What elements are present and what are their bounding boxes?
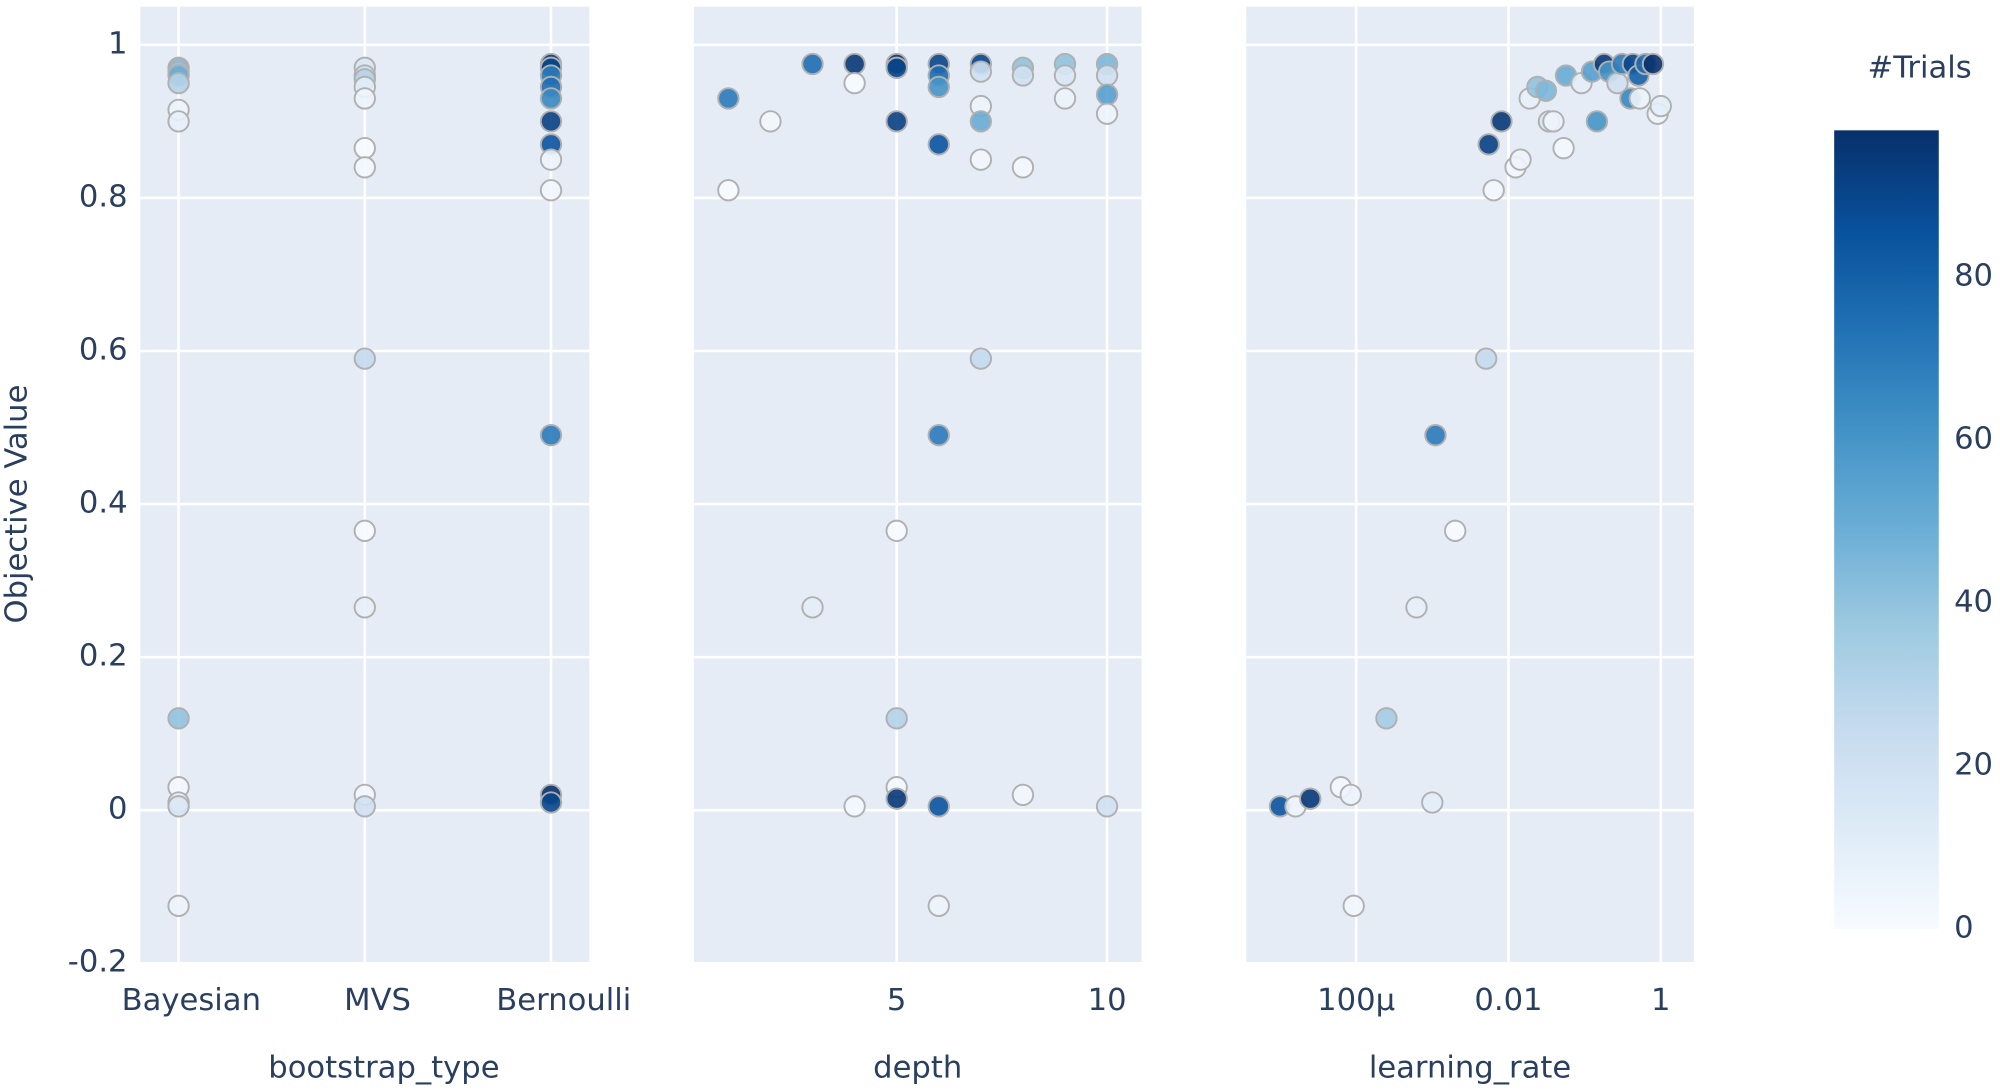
point [539,148,563,171]
y-tick-label: -0.2 [68,945,128,980]
x-axis-title: bootstrap_type [268,1051,499,1086]
point [167,795,190,818]
colorbar-tick-label: 20 [1954,747,1993,782]
point [539,87,563,110]
point [1011,64,1035,87]
point [353,347,376,370]
point [969,110,993,133]
x-tick-label: 0.01 [1474,983,1542,1018]
point [969,60,993,83]
point [1011,783,1035,807]
point [927,894,950,917]
point [353,795,376,818]
point [843,795,866,818]
point [969,347,993,370]
point [353,156,376,179]
x-axis-title: learning_rate [1369,1051,1571,1086]
point [1649,94,1672,118]
point [1053,64,1077,87]
point [717,87,740,110]
point [927,424,950,447]
point [167,894,190,917]
point [353,87,376,110]
y-tick-label: 1 [108,26,127,61]
x-tick-label: 5 [887,983,906,1018]
point [1095,64,1119,87]
point [539,179,563,202]
x-axis-title: depth [873,1051,962,1086]
x-tick-label: MVS [344,983,411,1018]
point [167,71,190,95]
point [1444,519,1467,542]
point [843,71,866,95]
x-tick-label: 100µ [1317,983,1395,1018]
point [927,75,950,99]
point [885,707,908,730]
point [1011,156,1035,179]
y-tick-label: 0 [108,792,127,827]
point [353,519,376,542]
x-tick-label: Bernoulli [496,983,631,1018]
point [1375,707,1398,730]
point [1585,110,1609,133]
colorbar-tick-label: 80 [1954,258,1993,293]
point [353,596,376,619]
point [759,110,782,133]
point [539,791,563,814]
point [969,148,993,171]
colorbar [1834,130,1939,929]
point [885,110,908,133]
point [539,110,563,133]
point [1095,102,1119,125]
plot-background [693,6,1142,964]
y-axis-title: Objective Value [0,385,34,624]
x-tick-label: 1 [1651,983,1670,1018]
point [1482,179,1505,202]
point [1542,110,1565,133]
colorbar-title: #Trials [1868,51,1972,86]
point [1490,110,1513,133]
point [1534,79,1558,102]
point [1339,783,1362,807]
point [801,52,824,76]
point [1552,137,1575,160]
point [1475,347,1498,370]
point [167,110,190,133]
point [1342,894,1365,917]
point [885,787,908,810]
point [1424,424,1447,447]
point [1641,52,1665,76]
point [927,133,950,156]
plot-background [1246,6,1694,964]
x-tick-label: 10 [1088,983,1127,1018]
colorbar-tick-label: 0 [1954,910,1973,945]
point [885,519,908,542]
point [1421,791,1444,814]
y-tick-label: 0.6 [79,332,128,367]
point [1053,87,1077,110]
point [1477,133,1500,156]
x-tick-label: Bayesian [122,983,261,1018]
y-tick-label: 0.8 [79,179,128,214]
point [353,137,376,160]
point [539,424,563,447]
point [927,795,950,818]
point [1509,148,1532,171]
point [717,179,740,202]
point [801,596,824,619]
point [843,52,866,76]
point [1299,787,1322,810]
point [167,707,190,730]
colorbar-tick-label: 60 [1954,421,1993,456]
y-tick-label: 0.4 [79,486,128,521]
point [1095,83,1119,106]
point [1628,87,1651,110]
point [1095,795,1119,818]
y-tick-label: 0.2 [79,639,128,674]
point [885,56,908,79]
colorbar-tick-label: 40 [1954,584,1993,619]
point [1405,596,1428,619]
